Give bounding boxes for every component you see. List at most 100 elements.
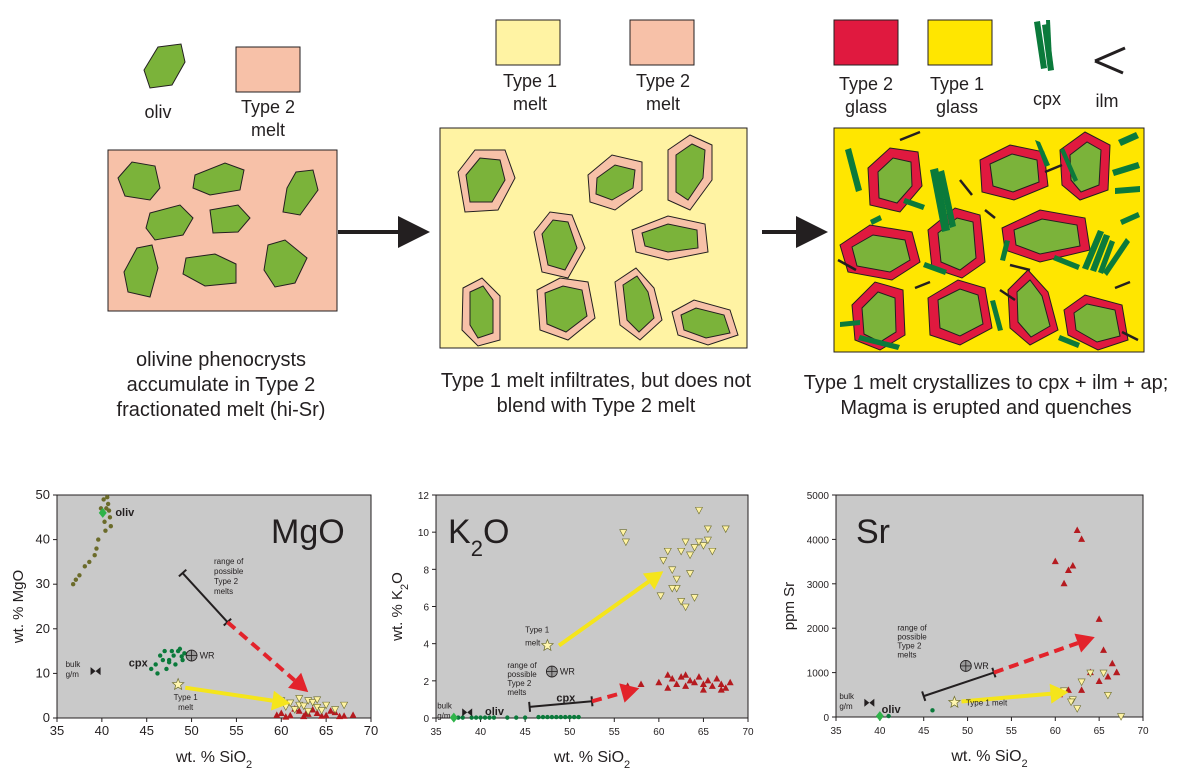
cpx-point bbox=[180, 657, 185, 663]
olivine-point bbox=[94, 546, 99, 551]
x-tick-label: 40 bbox=[95, 723, 109, 738]
type2-glass-point bbox=[691, 678, 699, 686]
type1-trend-arrow-head bbox=[1049, 683, 1069, 704]
type1-glass-point bbox=[304, 708, 313, 716]
bulk-marker-left bbox=[90, 667, 96, 676]
y-tick-label: 50 bbox=[36, 487, 50, 502]
type2-range-label-2: possible bbox=[214, 567, 244, 576]
type2-range-label-3: Type 2 bbox=[507, 679, 532, 688]
olivine-point bbox=[106, 508, 112, 513]
x-axis-label: wt. % SiO2 bbox=[175, 749, 252, 771]
type2-glass-point bbox=[722, 684, 730, 691]
subscript: 2 bbox=[1022, 758, 1028, 770]
range-bar-cap bbox=[921, 691, 927, 702]
type2-glass-point bbox=[273, 711, 281, 718]
type2-trend-arrow-shaft bbox=[591, 691, 623, 704]
x-tick-label: 70 bbox=[1137, 726, 1149, 737]
legend-type2-melt-label-1: Type 2 bbox=[241, 97, 295, 117]
type2-glass-point bbox=[682, 671, 690, 678]
panel-3-crystallized-magma: Type 1 melt crystallizes to cpx + ilm + … bbox=[804, 127, 1168, 419]
chart-title: Sr bbox=[856, 513, 890, 551]
type1-melt-label-1: Type 1 bbox=[174, 693, 199, 702]
type2-glass-point bbox=[1113, 668, 1121, 676]
type1-glass-point bbox=[308, 699, 317, 707]
type1-melt-label: Type 1 melt bbox=[966, 698, 1008, 707]
type2-glass-point bbox=[673, 680, 681, 688]
type1-glass-point bbox=[668, 566, 677, 574]
panel-3-cpx-crystals bbox=[840, 132, 1140, 350]
type2-range-label-1: range of bbox=[214, 557, 244, 566]
type1-glass-point bbox=[1073, 705, 1082, 713]
olivine-point bbox=[469, 715, 474, 720]
type2-glass-point bbox=[1104, 673, 1112, 680]
olivine-crystal bbox=[263, 239, 308, 288]
olivine-crystal bbox=[123, 244, 159, 298]
type1-glass-point bbox=[690, 594, 699, 602]
type1-glass-point bbox=[295, 695, 304, 703]
olivine-point bbox=[514, 715, 519, 720]
cpx-point bbox=[149, 666, 154, 672]
cpx-point bbox=[169, 648, 175, 654]
plot-area bbox=[435, 494, 749, 719]
range-bar-cap bbox=[528, 701, 532, 712]
x-tick-label: 35 bbox=[430, 727, 442, 738]
x-tick-label: 65 bbox=[319, 723, 333, 738]
type2-range-bar bbox=[923, 671, 995, 698]
x-axis-label: wt. % SiO2 bbox=[950, 748, 1027, 770]
type1-glass-point bbox=[1077, 678, 1086, 687]
bulk-label-1: bulk bbox=[839, 692, 855, 701]
panel-1-caption-line-2: accumulate in Type 2 bbox=[127, 374, 316, 396]
range-bar-cap bbox=[178, 568, 187, 578]
type1-glass-point bbox=[313, 696, 322, 704]
olivine-point bbox=[473, 715, 479, 720]
cpx-point bbox=[162, 648, 167, 654]
type2-range-bar bbox=[181, 572, 229, 623]
type1-glass-point bbox=[1103, 691, 1112, 700]
type2-glass-point bbox=[704, 676, 712, 684]
y-tick-label: 4 bbox=[423, 640, 429, 651]
y-tick-label: 2000 bbox=[807, 624, 830, 635]
type1-glass-point bbox=[672, 575, 681, 584]
type2-glass-point bbox=[282, 713, 290, 720]
type2-glass-point bbox=[1051, 557, 1059, 565]
olivine-crystal bbox=[182, 253, 237, 287]
type2-range-label-3: Type 2 bbox=[214, 577, 239, 586]
x-tick-label: 35 bbox=[50, 723, 64, 738]
type2-glass-point bbox=[1100, 646, 1108, 653]
chart-k2o: 35 40 45 50 55 60 65 70 0 2 4 6 8 10 12 wt. % SiO2 wt. %… bbox=[389, 491, 754, 771]
type2-glass-point bbox=[1064, 566, 1072, 573]
cpx-label: cpx bbox=[129, 658, 149, 670]
type2-range-label-1: range of bbox=[507, 661, 537, 670]
rimmed-olivine bbox=[671, 299, 739, 346]
cpx-point bbox=[160, 657, 166, 663]
bulk-marker-left bbox=[462, 708, 468, 717]
legend-cpx-label: cpx bbox=[1033, 89, 1061, 109]
cpx-point bbox=[536, 714, 541, 720]
y-axis-label: wt. % K2O bbox=[389, 572, 411, 642]
chart-mgo: 35 40 45 50 55 60 65 70 0 10 20 30 40 50 wt. % SiO2 wt.… bbox=[10, 487, 378, 771]
type1-glass-point bbox=[1086, 669, 1095, 678]
type1-trend-arrow-shaft bbox=[961, 691, 1051, 704]
legend-panel2: Type 1 melt Type 2 melt bbox=[495, 19, 695, 114]
type2-glass-point bbox=[322, 711, 330, 719]
cpx-point bbox=[930, 708, 935, 713]
subscript: 2 bbox=[624, 759, 630, 771]
olivine-point bbox=[505, 715, 510, 720]
legend-type1-glass-label-1: Type 1 bbox=[930, 74, 984, 94]
type2-range-bar bbox=[529, 700, 593, 708]
type2-glass-point bbox=[336, 712, 344, 720]
type1-glass-point bbox=[699, 542, 708, 550]
olivine-point bbox=[92, 553, 97, 558]
type2-glass-point bbox=[726, 678, 734, 686]
x-tick-label: 45 bbox=[139, 723, 153, 738]
legend-type2-glass-label-1: Type 2 bbox=[839, 74, 893, 94]
olivine-crystal bbox=[209, 204, 251, 234]
type2-glass-point bbox=[309, 705, 317, 713]
bulk-label-2: g/m bbox=[839, 702, 853, 711]
type1-glass-point bbox=[1067, 698, 1076, 707]
y-tick-label: 40 bbox=[36, 532, 50, 547]
type1-melt-star bbox=[171, 677, 185, 691]
bulk-marker-right bbox=[95, 667, 101, 676]
y-axis-label-tail: O bbox=[389, 572, 406, 584]
